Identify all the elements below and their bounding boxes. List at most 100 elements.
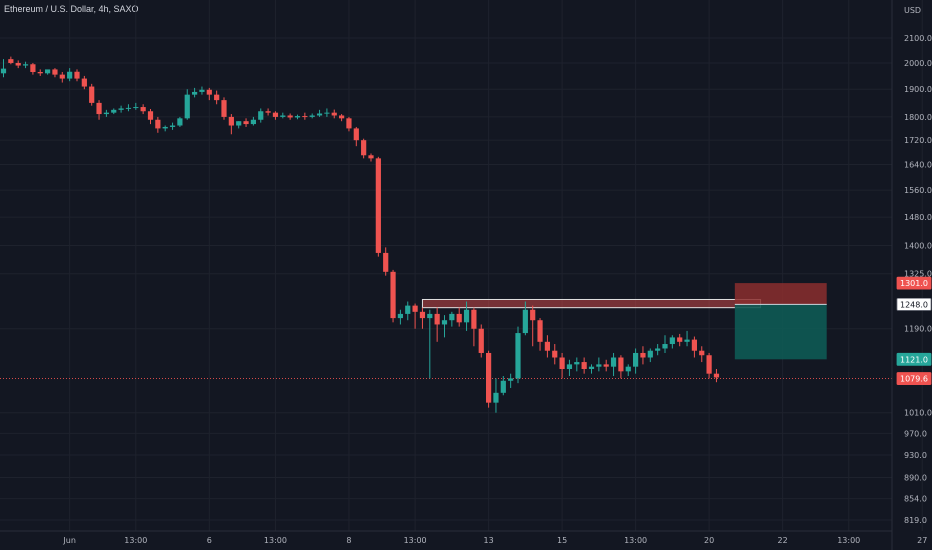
candle-body	[89, 86, 95, 103]
candle-body	[243, 121, 249, 125]
resistance-zone	[421, 298, 762, 309]
candle-body	[316, 113, 323, 116]
candle-body	[169, 125, 176, 127]
candle-body	[250, 119, 256, 125]
candle-body	[463, 309, 470, 323]
candle-body	[405, 305, 411, 314]
candle-body	[309, 115, 315, 117]
candle-body	[59, 74, 65, 79]
candle-body	[140, 107, 146, 112]
candle-body	[699, 350, 705, 356]
candle-body	[515, 333, 521, 379]
price-tick-label: 970.0	[904, 429, 927, 438]
candle-body	[155, 119, 161, 129]
candle-body	[67, 71, 73, 79]
price-tick-label: 1480.0	[904, 213, 932, 222]
candle-body	[684, 339, 690, 342]
candle-body	[111, 109, 117, 113]
candle-body	[493, 392, 499, 403]
candle-body	[655, 348, 661, 351]
price-tick-label: 930.0	[904, 451, 927, 460]
candle-body	[537, 320, 543, 342]
candle-body	[390, 271, 396, 319]
candle-body	[258, 111, 264, 120]
candle-body	[272, 112, 279, 117]
candle-body	[647, 350, 653, 358]
price-tick-label: 890.0	[904, 473, 927, 482]
candle-body	[361, 140, 367, 156]
candle-body	[419, 311, 426, 319]
candle-body	[221, 100, 227, 117]
candle-body	[280, 115, 286, 117]
time-axis[interactable]: Jun 13:00 6 13:00 8 13:00 13 15 13:00 20 22 13:00 27	[62, 536, 927, 545]
candle-body	[236, 121, 242, 126]
price-tag-label: 1248.0	[900, 300, 928, 309]
time-tick-label: 15	[557, 536, 567, 545]
grid	[0, 0, 923, 531]
candle-body	[287, 115, 293, 118]
time-tick-label: 6	[207, 536, 212, 545]
candle-body	[508, 378, 514, 381]
candle-body	[37, 72, 43, 74]
price-tick-label: 1640.0	[904, 161, 932, 170]
candle-body	[118, 108, 124, 110]
candle-body	[375, 158, 381, 253]
price-tag-label: 1079.6	[900, 375, 928, 384]
candle-body	[177, 118, 183, 126]
price-tag-label: 1301.0	[900, 279, 928, 288]
candle-body	[544, 341, 550, 351]
candle-body	[81, 78, 87, 87]
candle-body	[265, 111, 271, 113]
stop-loss-zone	[734, 283, 827, 305]
price-tick-label: 1800.0	[904, 113, 932, 122]
candle-body	[500, 380, 506, 393]
candle-body	[331, 112, 337, 116]
time-tick-label: 13:00	[624, 536, 647, 545]
candle-body	[610, 357, 617, 367]
candle-body	[302, 116, 308, 118]
candle-body	[192, 91, 198, 95]
candle-body	[522, 309, 528, 334]
time-tick-label: Jun	[62, 536, 76, 545]
candle-body	[552, 350, 558, 358]
candle-body	[147, 111, 154, 120]
time-tick-label: 13:00	[837, 536, 860, 545]
candles	[0, 56, 720, 413]
candle-body	[125, 107, 132, 109]
price-tag	[896, 297, 932, 311]
candle-body	[8, 59, 14, 63]
price-axis[interactable]: 2100.0 2000.0 1900.0 1800.0 1720.0 1640.0 1560…	[904, 34, 932, 525]
candle-body	[22, 64, 29, 66]
candle-body	[368, 155, 374, 159]
time-tick-label: 13:00	[264, 536, 287, 545]
candle-body	[96, 102, 102, 115]
candle-body	[603, 364, 609, 367]
candle-body	[15, 62, 21, 66]
candle-body	[383, 252, 389, 272]
candle-body	[441, 320, 448, 325]
candle-body	[559, 357, 565, 370]
candle-body	[486, 352, 492, 403]
candle-body	[324, 112, 330, 114]
time-tick-label: 22	[778, 536, 788, 545]
candle-body	[294, 116, 301, 118]
candle-body	[456, 313, 462, 323]
candle-body	[0, 68, 7, 74]
take-profit-zone	[734, 304, 827, 360]
candle-body	[662, 344, 668, 349]
candle-body	[133, 107, 139, 109]
candle-body	[184, 94, 190, 119]
price-tick-label: 1560.0	[904, 186, 932, 195]
price-tick-label: 1720.0	[904, 136, 932, 145]
candle-body	[206, 89, 212, 95]
candle-body	[588, 366, 595, 370]
price-tick-label: 1010.0	[904, 409, 932, 418]
candle-body	[581, 362, 587, 370]
candle-body	[52, 69, 58, 75]
time-tick-label: 20	[704, 536, 714, 545]
candle-body	[478, 328, 484, 353]
candle-body	[353, 128, 359, 141]
price-tick-label: 854.0	[904, 495, 927, 504]
price-tag	[896, 352, 932, 366]
